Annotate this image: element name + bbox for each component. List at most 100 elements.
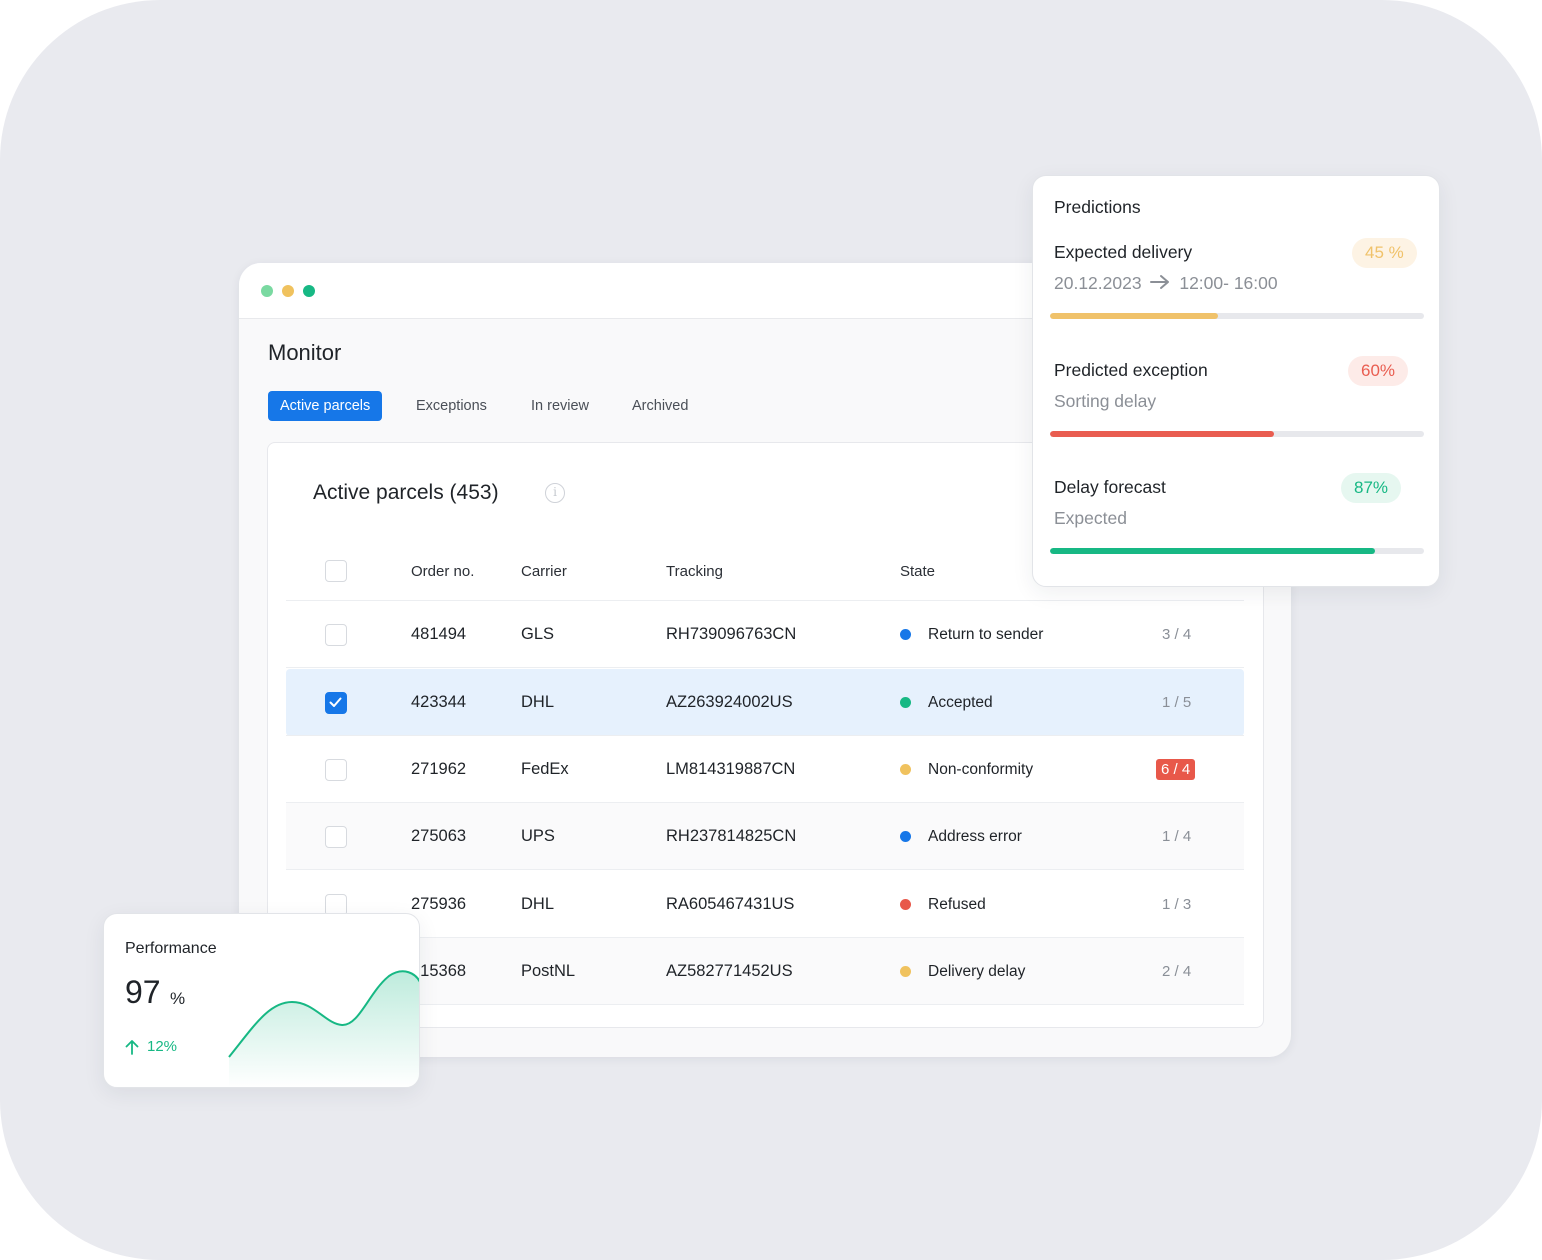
window-dot-yellow[interactable] bbox=[282, 285, 294, 297]
cell-state: Delivery delay bbox=[900, 938, 1025, 1005]
row-checkbox[interactable] bbox=[325, 825, 347, 848]
table-row[interactable]: 423344 DHL AZ263924002US Accepted 1 / 5 bbox=[286, 669, 1244, 736]
status-dot bbox=[900, 629, 911, 640]
attempt-count: 1 / 5 bbox=[1162, 694, 1192, 711]
status-dot bbox=[900, 764, 911, 775]
cell-carrier: GLS bbox=[521, 625, 555, 643]
attempt-count: 1 / 3 bbox=[1162, 896, 1192, 913]
prediction-progress-fill bbox=[1050, 313, 1219, 319]
cell-order: 275936 bbox=[411, 895, 467, 913]
cell-carrier: DHL bbox=[521, 693, 555, 711]
state-label: Accepted bbox=[928, 693, 993, 711]
predictions-card: Predictions Expected delivery 20.12.2023… bbox=[1032, 175, 1440, 587]
state-label: Refused bbox=[928, 895, 986, 913]
state-label: Non-conformity bbox=[928, 760, 1034, 778]
cell-tracking: AZ263924002US bbox=[666, 693, 793, 711]
state-label: Delivery delay bbox=[928, 962, 1026, 980]
prediction-progress-fill bbox=[1050, 548, 1376, 554]
cell-tracking: RH739096763CN bbox=[666, 625, 797, 643]
state-label: Address error bbox=[928, 827, 1022, 845]
prediction-date-window: 20.12.2023 12:00- 16:00 bbox=[1054, 273, 1278, 294]
arrow-right-icon bbox=[1150, 275, 1170, 289]
column-header-tracking[interactable]: Tracking bbox=[666, 562, 723, 580]
cell-carrier: PostNL bbox=[521, 962, 576, 980]
tab-archived[interactable]: Archived bbox=[632, 398, 689, 414]
tab-in-review[interactable]: In review bbox=[531, 398, 590, 414]
cell-state: Refused bbox=[900, 871, 986, 938]
cell-tracking: RH237814825CN bbox=[666, 827, 797, 845]
performance-card: Performance 97 % 12% bbox=[103, 913, 420, 1088]
status-dot bbox=[900, 966, 911, 977]
cell-state: Return to sender bbox=[900, 601, 1043, 668]
table-row[interactable]: 271962 FedEx LM814319887CN Non-conformity 6 … bbox=[286, 736, 1244, 803]
window-dot-green-light[interactable] bbox=[261, 285, 273, 297]
cell-tracking: AZ582771452US bbox=[666, 962, 793, 980]
cell-count: 1 / 5 bbox=[1162, 669, 1191, 736]
attempt-count: 3 / 4 bbox=[1162, 626, 1192, 643]
cell-count: 1 / 3 bbox=[1162, 871, 1191, 938]
prediction-delay-forecast: Delay forecast Expected 87% bbox=[1050, 473, 1426, 577]
prediction-time: 12:00- 16:00 bbox=[1179, 273, 1278, 293]
count-alert-badge: 6 / 4 bbox=[1156, 759, 1196, 780]
cell-count: 2 / 4 bbox=[1162, 938, 1191, 1005]
cell-count: 3 / 4 bbox=[1162, 601, 1191, 668]
cell-order: 481494 bbox=[411, 625, 467, 643]
table-title: Active parcels (453) bbox=[313, 481, 499, 504]
column-header-state[interactable]: State bbox=[900, 562, 936, 580]
cell-order: 215368 bbox=[411, 962, 467, 980]
prediction-date: 20.12.2023 bbox=[1054, 273, 1142, 293]
prediction-label: Delay forecast bbox=[1054, 477, 1166, 497]
prediction-expected-delivery: Expected delivery 20.12.2023 12:00- 16:0… bbox=[1050, 238, 1426, 342]
prediction-progress-track bbox=[1050, 548, 1424, 554]
tab-exceptions[interactable]: Exceptions bbox=[416, 398, 487, 414]
prediction-badge: 60% bbox=[1348, 356, 1409, 386]
column-header-order[interactable]: Order no. bbox=[411, 562, 475, 580]
table-row[interactable]: 275063 UPS RH237814825CN Address error 1 / 4 bbox=[286, 803, 1244, 870]
performance-value: 97 bbox=[125, 974, 161, 1010]
tab-active-parcels[interactable]: Active parcels bbox=[268, 391, 383, 421]
cell-carrier: DHL bbox=[521, 895, 555, 913]
checkmark-icon bbox=[329, 697, 342, 707]
row-checkbox[interactable] bbox=[325, 623, 347, 646]
performance-unit: % bbox=[170, 989, 186, 1008]
performance-change-value: 12% bbox=[147, 1038, 178, 1055]
cell-state: Address error bbox=[900, 803, 1022, 870]
select-all-checkbox[interactable] bbox=[325, 560, 347, 582]
performance-sparkline bbox=[228, 970, 419, 1087]
cell-carrier: FedEx bbox=[521, 760, 569, 778]
prediction-exception: Predicted exception Sorting delay 60% bbox=[1050, 356, 1426, 460]
cell-order: 271962 bbox=[411, 760, 467, 778]
info-icon[interactable]: i bbox=[545, 483, 565, 503]
table-header-row: Order no. Carrier Tracking State bbox=[286, 541, 1244, 601]
predictions-title: Predictions bbox=[1054, 197, 1141, 217]
performance-title: Performance bbox=[125, 940, 217, 957]
state-label: Return to sender bbox=[928, 625, 1044, 643]
prediction-progress-fill bbox=[1050, 431, 1275, 437]
cell-tracking: RA605467431US bbox=[666, 895, 795, 913]
column-header-carrier[interactable]: Carrier bbox=[521, 562, 567, 580]
prediction-label: Expected delivery bbox=[1054, 242, 1193, 262]
attempt-count: 1 / 4 bbox=[1162, 828, 1192, 845]
prediction-label: Predicted exception bbox=[1054, 360, 1208, 380]
row-checkbox[interactable] bbox=[325, 758, 347, 781]
prediction-badge: 45 % bbox=[1352, 238, 1417, 268]
cell-order: 423344 bbox=[411, 693, 467, 711]
status-dot bbox=[900, 831, 911, 842]
prediction-sub: Sorting delay bbox=[1054, 391, 1157, 411]
performance-change: 12% bbox=[125, 1038, 177, 1055]
page-title: Monitor bbox=[268, 340, 342, 365]
cell-order: 275063 bbox=[411, 827, 467, 845]
table-row[interactable]: 275936 DHL RA605467431US Refused 1 / 3 bbox=[286, 871, 1244, 938]
cell-state: Accepted bbox=[900, 669, 993, 736]
cell-count: 1 / 4 bbox=[1162, 803, 1191, 870]
cell-carrier: UPS bbox=[521, 827, 555, 845]
row-checkbox[interactable] bbox=[325, 691, 347, 714]
table-row[interactable]: 215368 PostNL AZ582771452US Delivery delay 2… bbox=[286, 938, 1244, 1005]
cell-tracking: LM814319887CN bbox=[666, 760, 796, 778]
table-row[interactable]: 481494 GLS RH739096763CN Return to sender 3 … bbox=[286, 601, 1244, 668]
status-dot bbox=[900, 697, 911, 708]
cell-count: 6 / 4 bbox=[1156, 736, 1196, 803]
window-dot-green[interactable] bbox=[303, 285, 315, 297]
prediction-progress-track bbox=[1050, 313, 1424, 319]
prediction-badge: 87% bbox=[1341, 473, 1402, 503]
